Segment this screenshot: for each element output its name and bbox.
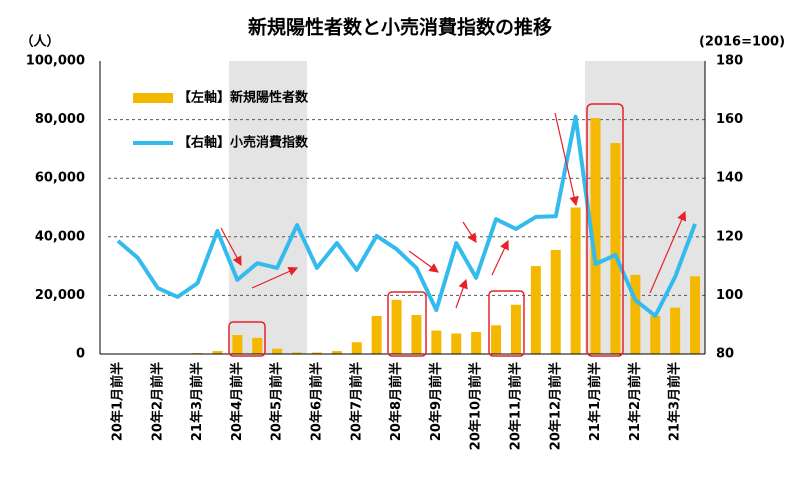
bar [371, 315, 382, 354]
arrow [220, 227, 242, 267]
bar [431, 330, 442, 354]
bar [451, 333, 462, 354]
arrow [455, 278, 468, 309]
arrow [491, 239, 509, 276]
y2-tick-label: 140 [716, 171, 743, 186]
bar [610, 143, 621, 354]
shade [585, 61, 705, 354]
x-tick-label: 20年1月前半 [109, 362, 125, 441]
y-tick-label: 60,000 [35, 171, 85, 186]
highlight-box [586, 103, 624, 357]
bar [530, 266, 541, 354]
bar [232, 334, 243, 354]
x-tick-label: 20年7月前半 [348, 362, 364, 441]
arrow [251, 267, 299, 289]
bar [272, 348, 283, 354]
bar [491, 325, 502, 354]
x-tick-label: 21年3月前半 [189, 362, 205, 441]
x-tick-label: 20年9月前半 [428, 362, 444, 441]
bar [471, 332, 482, 354]
x-tick-label: 20年4月前半 [229, 362, 245, 441]
bar [391, 299, 402, 354]
y-axis-label: （人） [20, 34, 59, 50]
y-tick-label: 0 [76, 347, 85, 362]
y-tick-label: 100,000 [26, 54, 85, 69]
bar [411, 315, 422, 354]
chart-title: 新規陽性者数と小売消費指数の推移 [248, 16, 552, 39]
legend-label: 【左軸】新規陽性者数 [178, 90, 309, 106]
y-tick-label: 20,000 [35, 288, 85, 303]
bar [212, 351, 223, 354]
bar [670, 307, 681, 354]
bar [292, 352, 303, 354]
bar [570, 207, 581, 354]
x-tick-label: 20年2月前半 [149, 362, 165, 441]
legend-swatch [133, 93, 173, 103]
bar [650, 315, 661, 354]
x-tick-label: 20年10月前半 [468, 362, 484, 450]
bar [331, 351, 342, 354]
y-tick-label: 40,000 [35, 229, 85, 244]
highlight-box [228, 321, 266, 357]
arrow [408, 250, 439, 273]
x-tick-label: 21年1月前半 [587, 362, 603, 441]
x-tick-label: 20年12月前半 [547, 362, 563, 450]
bar [630, 274, 641, 354]
arrow [554, 112, 579, 207]
bar [252, 337, 263, 354]
x-tick-label: 20年5月前半 [269, 362, 285, 441]
x-tick-label: 21年3月前半 [667, 362, 683, 441]
bar [550, 249, 561, 354]
y2-tick-label: 160 [716, 112, 743, 127]
arrow [649, 210, 687, 294]
bar [690, 276, 701, 354]
x-tick-label: 20年11月前半 [507, 362, 523, 450]
line [116, 114, 697, 318]
shade [229, 61, 307, 354]
bar [311, 352, 322, 354]
legend-label: 【右軸】小売消費指数 [178, 135, 309, 151]
y2-tick-label: 80 [716, 347, 734, 362]
highlight-box [387, 291, 427, 357]
y-tick-label: 80,000 [35, 112, 85, 127]
bar [590, 118, 601, 354]
x-tick-label: 20年6月前半 [308, 362, 324, 441]
highlight-box [488, 290, 525, 357]
plot: 0 20,000 40,000 60,000 80,000 100,000 80 100 120… [26, 54, 743, 451]
y2-tick-label: 120 [716, 229, 743, 244]
bar [510, 304, 521, 354]
annotations [220, 103, 687, 357]
x-tick-label: 20年8月前半 [388, 362, 404, 441]
y2-tick-label: 100 [716, 288, 743, 303]
y2-tick-label: 180 [716, 54, 743, 69]
bar [351, 342, 362, 354]
y2-axis-label: (2016=100) [699, 35, 785, 50]
x-tick-label: 21年2月前半 [627, 362, 643, 441]
arrow [462, 221, 477, 244]
